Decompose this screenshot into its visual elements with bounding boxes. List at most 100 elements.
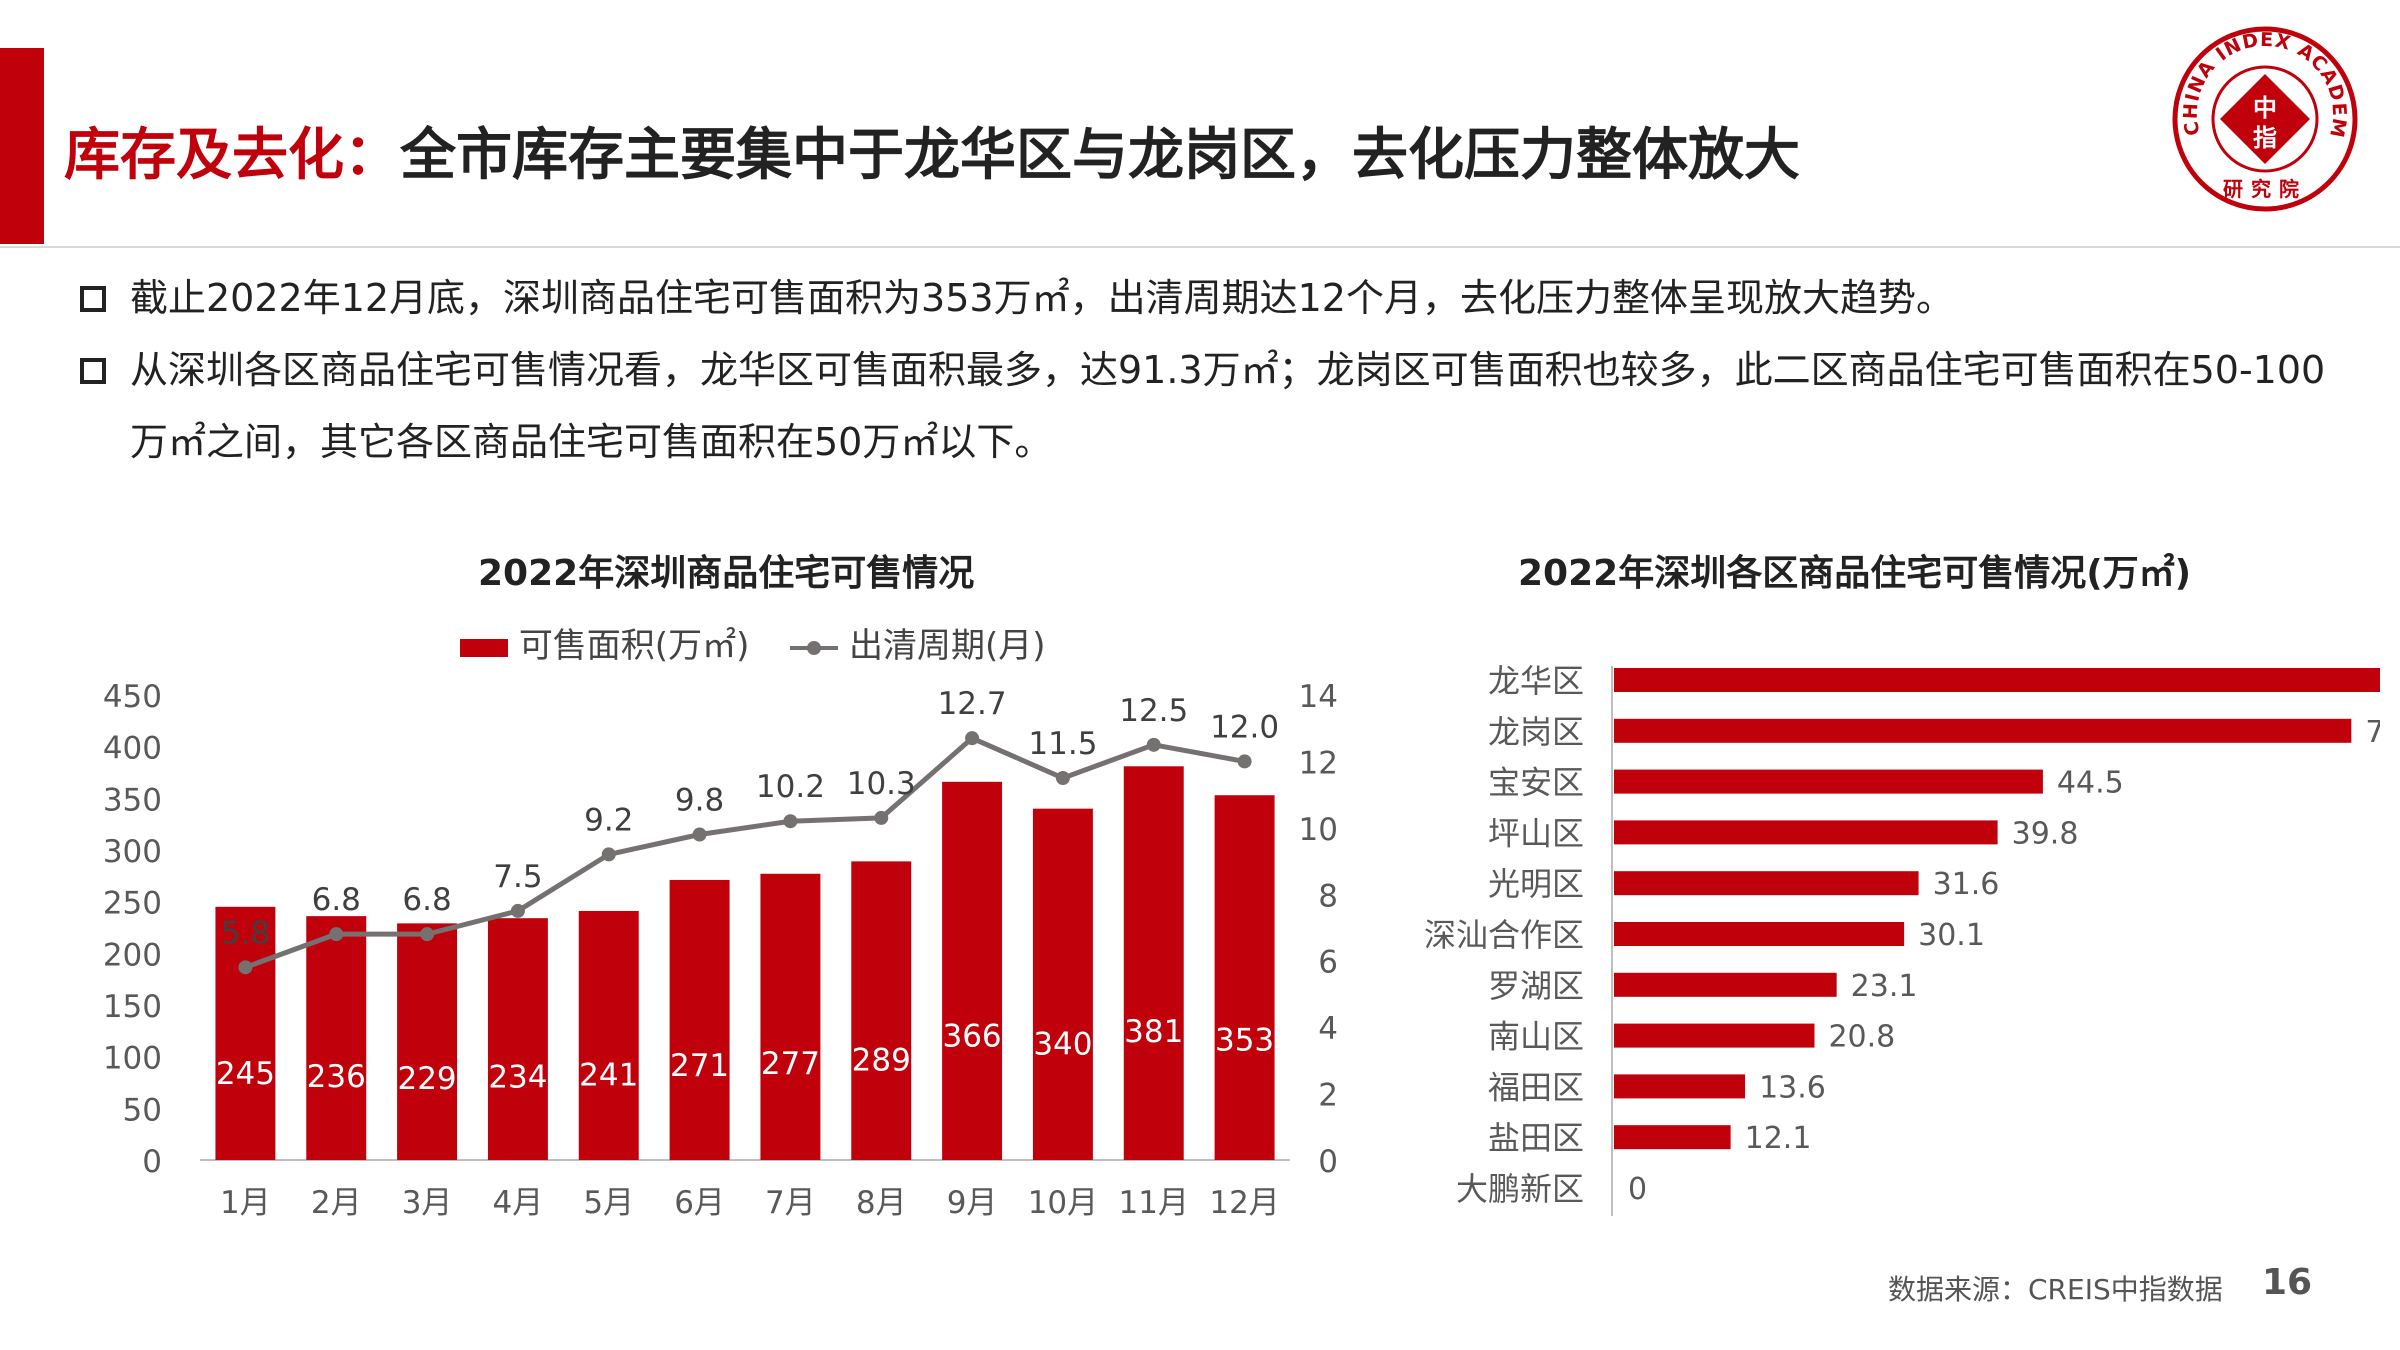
bar — [1614, 972, 1837, 997]
y-right-tick-label: 14 — [1299, 679, 1338, 715]
bar — [1614, 922, 1905, 946]
category-label: 坪山区 — [1488, 814, 1584, 852]
x-tick-label: 4月 — [493, 1185, 544, 1221]
china-index-academy-logo: CHINA INDEX ACADEMY 中 指 研究院 — [2170, 24, 2358, 212]
line-point — [1055, 771, 1070, 786]
bar — [1614, 820, 1998, 845]
bar-value-label: 20.8 — [1828, 1020, 1895, 1055]
y-left-tick-label: 250 — [103, 886, 162, 922]
y-right-tick-label: 6 — [1318, 945, 1338, 981]
bar-value-label: 241 — [579, 1057, 638, 1093]
y-right-tick-label: 8 — [1318, 878, 1338, 914]
bar — [1614, 769, 2043, 794]
bar-value-label: 44.5 — [2057, 766, 2124, 801]
line-series — [244, 735, 1246, 970]
y-left-tick-label: 450 — [103, 679, 162, 715]
line-point — [420, 927, 435, 942]
bullet-text: 截止2022年12月底，深圳商品住宅可售面积为353万㎡，出清周期达12个月，去… — [130, 276, 1954, 320]
line-point — [692, 827, 707, 842]
right-chart-title: 2022年深圳各区商品住宅可售情况(万㎡) — [1518, 553, 2192, 594]
line-value-label: 12.0 — [1210, 709, 1279, 745]
logo-bottom-text: 研究院 — [2223, 177, 2307, 201]
y-left-tick-label: 0 — [142, 1144, 162, 1180]
line-point — [1146, 737, 1161, 752]
bullet-square-icon — [80, 286, 106, 312]
category-label: 龙华区 — [1488, 662, 1584, 700]
line-point — [601, 847, 616, 862]
y-right-tick-label: 12 — [1299, 745, 1338, 781]
bar-value-label: 340 — [1033, 1027, 1092, 1063]
line-point — [329, 927, 344, 942]
bar-value-label: 13.6 — [1759, 1070, 1826, 1105]
line-value-label: 9.2 — [584, 802, 633, 838]
line-value-label: 6.8 — [402, 882, 451, 918]
data-source: 数据来源：CREIS中指数据 — [1888, 1273, 2223, 1306]
legend-bar-label: 可售面积(万㎡) — [518, 626, 750, 666]
bar-value-label: 245 — [216, 1056, 275, 1092]
x-tick-label: 1月 — [220, 1185, 271, 1221]
y-left-tick-label: 100 — [103, 1041, 162, 1077]
category-label: 福田区 — [1488, 1068, 1584, 1106]
bar — [306, 916, 367, 1160]
line-point — [783, 814, 798, 829]
bar — [851, 861, 912, 1160]
category-label: 罗湖区 — [1488, 967, 1584, 1005]
bullet-list: 截止2022年12月底，深圳商品住宅可售面积为353万㎡，出清周期达12个月，去… — [80, 262, 2330, 478]
bar-value-label: 23.1 — [1851, 969, 1918, 1004]
right-hbar-chart: 龙华区91.3龙岗区76.5宝安区44.5坪山区39.8光明区31.6深汕合作区… — [1424, 662, 2380, 1216]
line-value-label: 9.8 — [675, 783, 724, 819]
bar — [1214, 795, 1275, 1160]
bar-value-label: 12.1 — [1745, 1121, 1812, 1156]
left-combo-chart: 0 50 100 150 200 250 300 350 400 450 0 2 4 6 8 10 12 14 24… — [103, 679, 1338, 1221]
line-point — [510, 903, 525, 918]
bar-value-label: 76.5 — [2365, 715, 2380, 750]
bar — [1614, 668, 2380, 692]
line-value-label: 12.5 — [1119, 693, 1188, 729]
bar — [1032, 808, 1093, 1160]
page-title-rest: 全市库存主要集中于龙华区与龙岗区，去化压力整体放大 — [400, 123, 1800, 188]
y-right-tick-label: 0 — [1318, 1144, 1338, 1180]
bar-value-label: 236 — [307, 1059, 366, 1095]
line-value-label: 11.5 — [1028, 726, 1097, 762]
left-chart-legend: 可售面积(万㎡) 出清周期(月) — [460, 618, 1046, 667]
bar-value-label: 271 — [670, 1048, 729, 1084]
legend-line-label: 出清周期(月) — [848, 626, 1046, 666]
bar — [578, 910, 639, 1160]
category-label: 宝安区 — [1488, 764, 1584, 802]
bar — [669, 879, 730, 1160]
bar-value-label: 366 — [942, 1019, 1001, 1055]
category-label: 龙岗区 — [1488, 713, 1584, 751]
line-value-label: 7.5 — [493, 859, 542, 895]
x-tick-label: 7月 — [765, 1185, 816, 1221]
bar-value-label: 234 — [488, 1059, 547, 1095]
x-tick-label: 6月 — [674, 1185, 725, 1221]
x-tick-label: 12月 — [1209, 1185, 1279, 1221]
bullet-square-icon — [80, 358, 106, 384]
bar — [397, 923, 458, 1160]
bar-value-label: 39.8 — [2012, 816, 2079, 851]
line-value-label: 12.7 — [938, 686, 1007, 722]
page-title: 库存及去化：全市库存主要集中于龙华区与龙岗区，去化压力整体放大 — [64, 110, 1800, 191]
line-point — [874, 810, 889, 825]
y-right-tick-label: 10 — [1299, 812, 1338, 848]
bar — [1614, 1125, 1731, 1150]
line-value-label: 6.8 — [312, 882, 361, 918]
bar-value-label: 277 — [761, 1046, 820, 1082]
legend-line-swatch — [790, 637, 839, 659]
logo-center-top: 中 — [2253, 94, 2277, 122]
bar-value-label: 289 — [852, 1042, 911, 1078]
bar-value-label: 229 — [397, 1061, 456, 1097]
bullet-item: 从深圳各区商品住宅可售情况看，龙华区可售面积最多，达91.3万㎡；龙岗区可售面积… — [80, 334, 2330, 478]
y-right-tick-label: 4 — [1318, 1011, 1338, 1047]
bar-value-label: 31.6 — [1933, 867, 2000, 902]
category-label: 盐田区 — [1488, 1119, 1584, 1157]
bar — [1614, 1023, 1815, 1048]
line-value-label: 10.2 — [756, 769, 825, 805]
x-tick-label: 5月 — [583, 1185, 634, 1221]
y-left-tick-label: 50 — [123, 1092, 162, 1128]
bar — [215, 906, 276, 1160]
category-label: 光明区 — [1488, 865, 1584, 903]
bar — [942, 781, 1003, 1160]
x-tick-label: 10月 — [1028, 1185, 1098, 1221]
category-label: 大鹏新区 — [1456, 1170, 1584, 1208]
